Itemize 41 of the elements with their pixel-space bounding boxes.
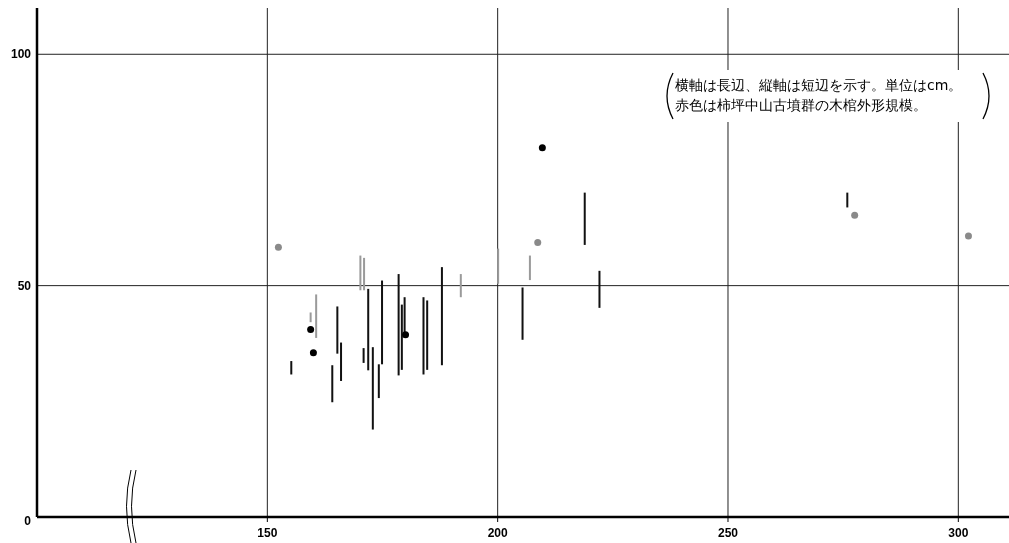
bar bbox=[528, 255, 531, 281]
point bbox=[307, 326, 315, 334]
bar bbox=[367, 288, 370, 371]
bar bbox=[363, 257, 366, 291]
bar bbox=[497, 248, 500, 284]
y-tick-label: 50 bbox=[17, 278, 32, 293]
bar bbox=[422, 297, 425, 375]
y-tick-label: 100 bbox=[10, 47, 32, 62]
point bbox=[538, 144, 546, 152]
bar bbox=[290, 361, 293, 375]
bar bbox=[359, 255, 362, 291]
bar bbox=[459, 274, 462, 298]
bar bbox=[521, 287, 524, 340]
annotation: 横軸は長辺、縦軸は短辺を示す。単位はcm。 bbox=[675, 77, 963, 93]
x-tick-label: 250 bbox=[717, 526, 739, 540]
point bbox=[851, 211, 859, 219]
point bbox=[534, 239, 542, 247]
point bbox=[402, 331, 410, 339]
bar bbox=[440, 267, 443, 366]
bar bbox=[426, 300, 429, 370]
x-tick-label: 200 bbox=[487, 526, 508, 540]
annotation: 赤色は柿坪中山古墳群の木棺外形規模。 bbox=[675, 97, 927, 113]
bar bbox=[371, 347, 374, 430]
y-tick-label: 0 bbox=[24, 514, 32, 528]
point bbox=[964, 232, 972, 240]
point bbox=[274, 243, 282, 251]
bar bbox=[377, 364, 380, 399]
bar bbox=[336, 306, 339, 354]
bar bbox=[362, 348, 365, 363]
bar bbox=[583, 192, 586, 245]
bar bbox=[598, 270, 601, 308]
point bbox=[309, 349, 317, 357]
bar bbox=[381, 280, 384, 365]
x-tick-label: 300 bbox=[948, 526, 969, 540]
x-tick-label: 150 bbox=[257, 526, 278, 540]
bar bbox=[331, 365, 334, 403]
bar bbox=[846, 192, 849, 208]
bar bbox=[315, 294, 318, 338]
bar bbox=[340, 342, 343, 381]
bar bbox=[397, 274, 400, 376]
bar bbox=[309, 312, 312, 323]
